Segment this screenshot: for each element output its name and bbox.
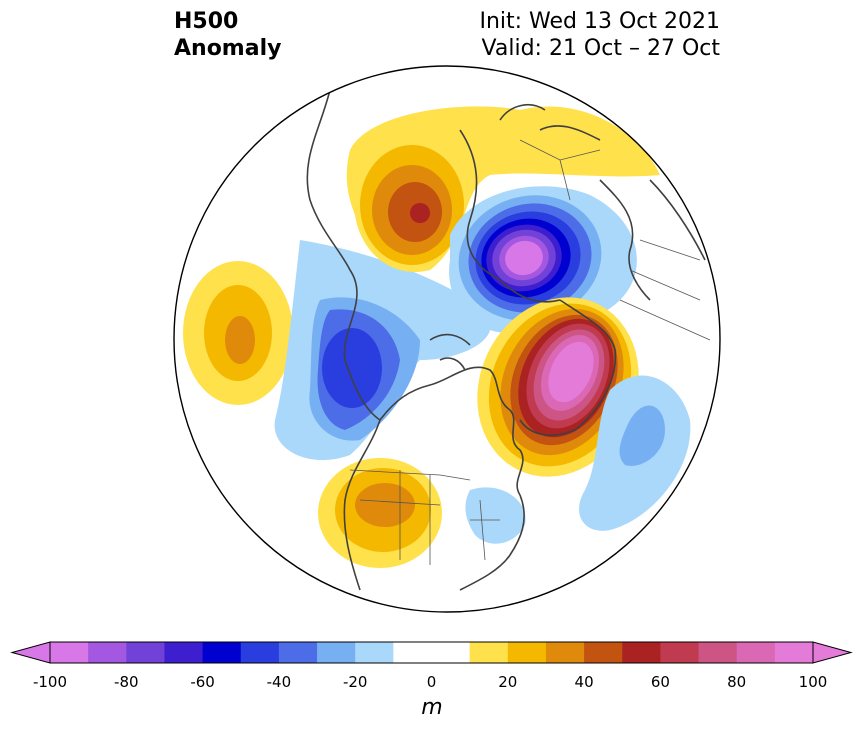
colorbar-segment <box>164 642 204 663</box>
colorbar-tick-label: 0 <box>426 673 437 691</box>
colorbar-tick-label: -80 <box>114 673 139 691</box>
colorbar-segment <box>545 642 585 663</box>
polar-map <box>173 65 721 613</box>
field-label: Anomaly <box>174 36 282 61</box>
anomaly-ridge-pacific <box>183 261 293 405</box>
variable-label: H500 <box>174 9 239 34</box>
colorbar-tick-label: -40 <box>266 673 292 691</box>
colorbar-extend-low <box>10 641 51 664</box>
country-borders <box>349 139 711 565</box>
colorbar-segment <box>660 642 700 663</box>
colorbar-segment <box>317 642 356 663</box>
colorbar-segments <box>10 641 853 664</box>
anomaly-ridge-western-us <box>318 458 442 568</box>
chart-title: H500 Anomaly <box>174 8 281 62</box>
anomaly-ridge-north <box>346 106 660 272</box>
colorbar-tick-label: -60 <box>190 673 215 691</box>
map-boundary <box>173 65 721 613</box>
anomaly-field <box>183 89 711 591</box>
colorbar-segment <box>736 642 776 663</box>
valid-date: Valid: 21 Oct – 27 Oct <box>481 36 720 61</box>
colorbar-tick-label: 100 <box>798 673 828 691</box>
colorbar-tick-label: 20 <box>498 673 518 691</box>
colorbar-segment <box>774 642 814 663</box>
colorbar-segment <box>469 642 509 663</box>
colorbar-segment <box>88 642 127 663</box>
colorbar <box>10 641 853 664</box>
colorbar-segment <box>240 642 280 663</box>
init-date: Init: Wed 13 Oct 2021 <box>479 9 720 34</box>
colorbar-tick-label: -100 <box>32 673 68 691</box>
colorbar-segment <box>202 642 242 663</box>
colorbar-tick-label: 40 <box>574 673 594 691</box>
colorbar-frame <box>49 641 814 664</box>
colorbar-segment <box>355 642 394 663</box>
colorbar-segment <box>584 642 623 663</box>
colorbar-segment <box>622 642 661 663</box>
colorbar-extend-high <box>812 641 853 664</box>
colorbar-segment <box>393 642 471 663</box>
colorbar-segment <box>50 642 89 663</box>
colorbar-segment <box>507 642 547 663</box>
colorbar-tick-label: 60 <box>650 673 670 691</box>
colorbar-segment <box>126 642 165 663</box>
coastlines <box>306 89 706 591</box>
colorbar-units: m <box>421 695 443 720</box>
colorbar-tick-label: -20 <box>342 673 368 691</box>
anomaly-trough-east-atlantic <box>579 375 691 531</box>
date-info: Init: Wed 13 Oct 2021 Valid: 21 Oct – 27… <box>479 8 720 62</box>
colorbar-tick-label: 80 <box>727 673 747 691</box>
colorbar-segment <box>278 642 318 663</box>
colorbar-segment <box>698 642 738 663</box>
